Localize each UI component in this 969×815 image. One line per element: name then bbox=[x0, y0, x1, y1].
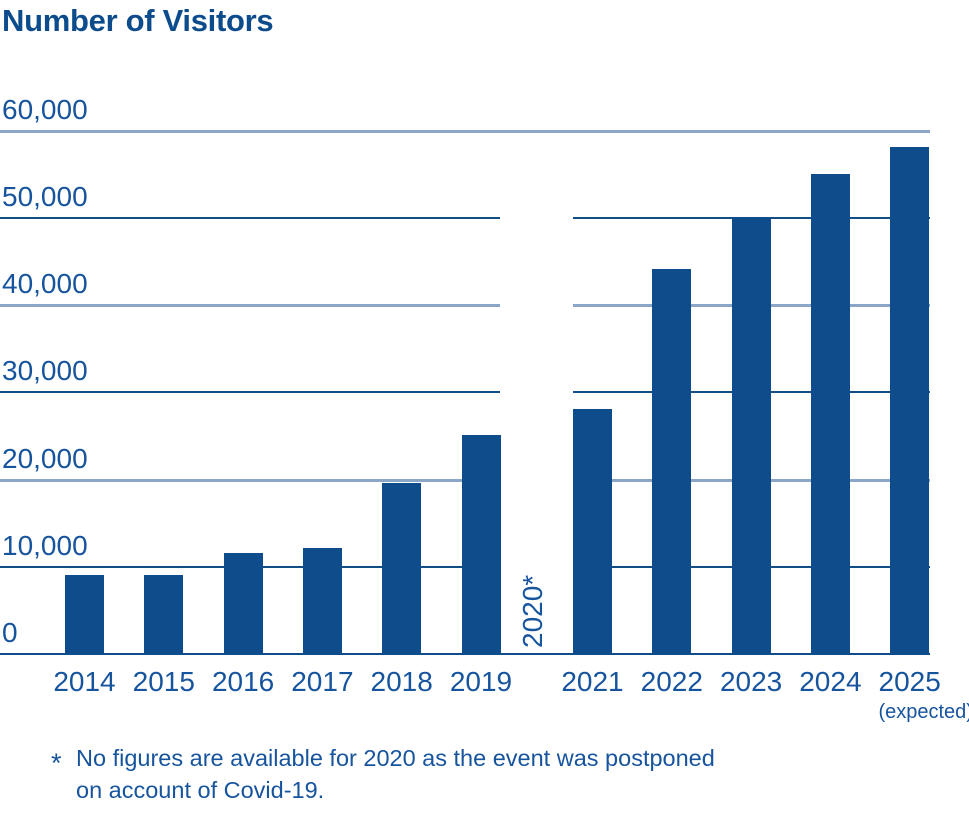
ytick-label-40000: 40,000 bbox=[2, 268, 88, 300]
gap-label-2020: 2020* bbox=[517, 574, 548, 648]
gridline-30000-left bbox=[0, 391, 500, 394]
bar-2025 bbox=[890, 147, 930, 653]
gridline-20000-left bbox=[0, 478, 500, 482]
bar-2022 bbox=[652, 269, 692, 653]
ytick-label-0: 0 bbox=[2, 617, 18, 648]
ytick-label-30000: 30,000 bbox=[2, 355, 88, 387]
year-label-2018: 2018 bbox=[370, 666, 433, 697]
bar-2015 bbox=[144, 574, 184, 653]
gridline-40000-left bbox=[0, 304, 500, 308]
bar-2021 bbox=[573, 408, 612, 653]
ytick-label-60000: 60,000 bbox=[2, 93, 88, 125]
footnote-marker: * bbox=[51, 748, 62, 778]
ytick-label-20000: 20,000 bbox=[2, 442, 88, 474]
gridline-60000 bbox=[0, 129, 930, 133]
year-label-2025: 2025 bbox=[878, 666, 941, 697]
year-label-2022: 2022 bbox=[640, 666, 703, 697]
year-label-2017: 2017 bbox=[291, 666, 354, 697]
ytick-label-10000: 10,000 bbox=[2, 529, 88, 561]
expected-note: (expected) bbox=[878, 701, 969, 723]
bar-2014 bbox=[65, 574, 104, 653]
year-label-2019: 2019 bbox=[449, 666, 513, 697]
gridline-50000-left bbox=[0, 217, 500, 220]
year-label-2023: 2023 bbox=[719, 666, 783, 697]
year-label-2015: 2015 bbox=[132, 666, 195, 697]
year-label-2014: 2014 bbox=[53, 666, 116, 697]
bar-2018 bbox=[382, 483, 422, 653]
bar-2023 bbox=[731, 217, 771, 653]
x-axis-baseline bbox=[0, 653, 930, 655]
footnote-text: No figures are available for 2020 as the… bbox=[76, 745, 715, 803]
year-label-2016: 2016 bbox=[211, 666, 275, 697]
bar-2019 bbox=[461, 435, 501, 653]
year-label-2024: 2024 bbox=[799, 666, 862, 697]
year-label-2021: 2021 bbox=[561, 666, 624, 697]
ytick-label-50000: 50,000 bbox=[2, 181, 88, 213]
bar-2016 bbox=[223, 552, 263, 653]
chart-title: Number of Visitors bbox=[2, 3, 274, 38]
bar-2024 bbox=[810, 173, 850, 653]
bar-2017 bbox=[302, 548, 342, 653]
